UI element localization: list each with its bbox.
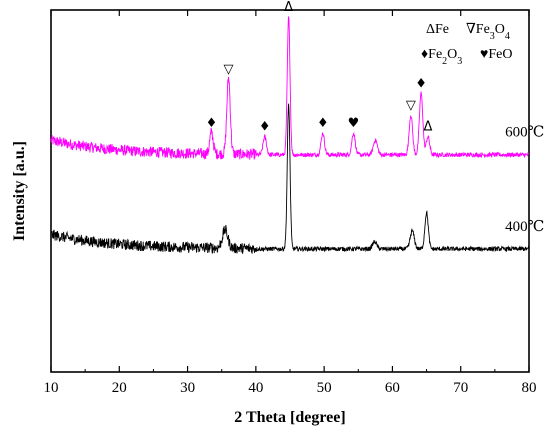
x-tick-label-4: 50 xyxy=(317,380,332,396)
y-axis-title: Intensity [a.u.] xyxy=(11,141,28,241)
legend-symbol-fe2o3: ♦ xyxy=(421,47,428,62)
legend-entry-feo: ♥FeO xyxy=(480,47,512,62)
series-line-0 xyxy=(50,16,530,160)
peak-marker-0: ♦ xyxy=(206,116,218,131)
x-tick-label-2: 30 xyxy=(180,380,195,396)
peak-marker-1: ▽ xyxy=(224,62,234,77)
legend-entry-fe: ΔFe xyxy=(426,22,449,37)
x-tick-label-3: 40 xyxy=(248,380,263,396)
x-tick-label-6: 70 xyxy=(453,380,468,396)
peak-marker-3: Δ xyxy=(284,0,293,15)
x-tick-label-5: 60 xyxy=(385,380,400,396)
x-axis-title: 2 Theta [degree] xyxy=(234,409,345,426)
x-tick-label-7: 80 xyxy=(522,380,537,396)
legend-symbol-fe: Δ xyxy=(426,22,435,37)
legend-entry-fe2o3: ♦Fe2O3 xyxy=(421,47,462,67)
legend-label-fe: Fe xyxy=(435,22,449,37)
legend: ΔFe ∇Fe3O4 ♦Fe2O3 ♥FeO xyxy=(421,22,512,67)
series-label-0: 600℃ xyxy=(505,125,544,141)
x-tick-label-1: 20 xyxy=(112,380,127,396)
x-tick-layer: 10 20 30 40 50 60 70 80 xyxy=(44,10,537,396)
peak-marker-6: ▽ xyxy=(406,98,416,113)
legend-label-feo: FeO xyxy=(488,47,512,62)
legend-symbol-feo: ♥ xyxy=(480,47,488,62)
peak-marker-5: ♥ xyxy=(348,116,360,131)
peak-marker-4: ♦ xyxy=(317,116,329,131)
peak-marker-8: Δ xyxy=(423,120,432,135)
legend-symbol-fe3o4: ∇ xyxy=(466,22,476,37)
legend-entry-fe3o4: ∇Fe3O4 xyxy=(466,22,510,42)
series-line-1 xyxy=(50,103,530,254)
series-layer: 600℃ 400℃ xyxy=(50,16,544,254)
legend-label-fe2o3: Fe2O3 xyxy=(428,47,462,67)
series-label-1: 400℃ xyxy=(505,219,544,235)
peak-marker-2: ♦ xyxy=(259,120,271,135)
legend-label-fe3o4: Fe3O4 xyxy=(476,22,510,42)
peak-marker-7: ♦ xyxy=(415,76,427,91)
peak-marker-layer: ♦ ▽ ♦ Δ ♦ ♥ ▽ ♦ Δ xyxy=(206,0,433,134)
x-tick-label-0: 10 xyxy=(44,380,59,396)
